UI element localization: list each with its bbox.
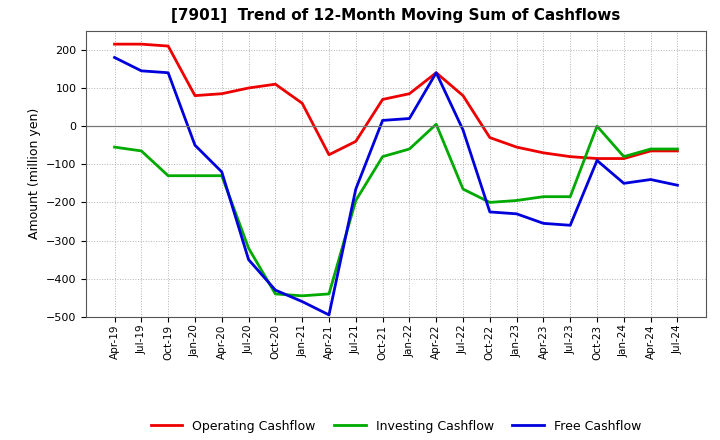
Free Cashflow [539, 221, 548, 226]
Y-axis label: Amount (million yen): Amount (million yen) [27, 108, 40, 239]
Operating Cashflow [137, 41, 145, 47]
Investing Cashflow [244, 246, 253, 251]
Line: Investing Cashflow: Investing Cashflow [114, 124, 678, 296]
Investing Cashflow [378, 154, 387, 159]
Line: Free Cashflow: Free Cashflow [114, 58, 678, 315]
Free Cashflow [647, 177, 655, 182]
Investing Cashflow [191, 173, 199, 178]
Free Cashflow [485, 209, 494, 215]
Investing Cashflow [566, 194, 575, 199]
Operating Cashflow [673, 148, 682, 154]
Investing Cashflow [673, 147, 682, 152]
Operating Cashflow [513, 144, 521, 150]
Investing Cashflow [325, 291, 333, 297]
Operating Cashflow [351, 139, 360, 144]
Operating Cashflow [298, 101, 307, 106]
Investing Cashflow [539, 194, 548, 199]
Operating Cashflow [244, 85, 253, 91]
Free Cashflow [244, 257, 253, 262]
Free Cashflow [673, 183, 682, 188]
Free Cashflow [191, 143, 199, 148]
Free Cashflow [378, 118, 387, 123]
Investing Cashflow [485, 200, 494, 205]
Free Cashflow [271, 287, 279, 293]
Investing Cashflow [405, 147, 414, 152]
Free Cashflow [405, 116, 414, 121]
Investing Cashflow [647, 147, 655, 152]
Operating Cashflow [459, 93, 467, 98]
Title: [7901]  Trend of 12-Month Moving Sum of Cashflows: [7901] Trend of 12-Month Moving Sum of C… [171, 7, 621, 23]
Investing Cashflow [164, 173, 173, 178]
Free Cashflow [593, 158, 601, 163]
Free Cashflow [566, 223, 575, 228]
Operating Cashflow [405, 91, 414, 96]
Operating Cashflow [647, 148, 655, 154]
Investing Cashflow [137, 148, 145, 154]
Free Cashflow [325, 312, 333, 318]
Free Cashflow [110, 55, 119, 60]
Free Cashflow [217, 169, 226, 175]
Operating Cashflow [378, 97, 387, 102]
Investing Cashflow [513, 198, 521, 203]
Operating Cashflow [110, 41, 119, 47]
Operating Cashflow [593, 156, 601, 161]
Operating Cashflow [485, 135, 494, 140]
Operating Cashflow [619, 156, 628, 161]
Investing Cashflow [459, 187, 467, 192]
Investing Cashflow [593, 124, 601, 129]
Free Cashflow [513, 211, 521, 216]
Free Cashflow [298, 299, 307, 304]
Operating Cashflow [539, 150, 548, 155]
Free Cashflow [619, 181, 628, 186]
Free Cashflow [164, 70, 173, 75]
Investing Cashflow [298, 293, 307, 298]
Operating Cashflow [164, 44, 173, 49]
Operating Cashflow [432, 70, 441, 75]
Operating Cashflow [566, 154, 575, 159]
Investing Cashflow [217, 173, 226, 178]
Free Cashflow [432, 70, 441, 75]
Operating Cashflow [325, 152, 333, 158]
Investing Cashflow [351, 198, 360, 203]
Free Cashflow [137, 68, 145, 73]
Investing Cashflow [432, 121, 441, 127]
Investing Cashflow [110, 144, 119, 150]
Investing Cashflow [619, 154, 628, 159]
Operating Cashflow [191, 93, 199, 98]
Free Cashflow [351, 187, 360, 192]
Legend: Operating Cashflow, Investing Cashflow, Free Cashflow: Operating Cashflow, Investing Cashflow, … [146, 414, 646, 437]
Operating Cashflow [271, 81, 279, 87]
Free Cashflow [459, 127, 467, 132]
Investing Cashflow [271, 291, 279, 297]
Line: Operating Cashflow: Operating Cashflow [114, 44, 678, 158]
Operating Cashflow [217, 91, 226, 96]
